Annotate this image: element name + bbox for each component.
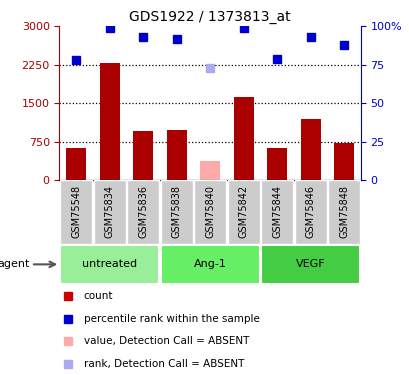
Text: GSM75840: GSM75840	[204, 185, 215, 238]
Bar	[160, 244, 259, 284]
Text: GSM75848: GSM75848	[338, 185, 348, 238]
Bar	[99, 63, 119, 180]
Bar	[200, 160, 220, 180]
Bar	[66, 148, 86, 180]
Bar	[160, 180, 192, 244]
Bar	[294, 180, 326, 244]
Text: GSM75836: GSM75836	[138, 185, 148, 238]
Text: GSM75844: GSM75844	[272, 185, 281, 238]
Bar	[333, 142, 353, 180]
Text: Ang-1: Ang-1	[193, 260, 226, 269]
Bar	[261, 244, 359, 284]
Bar	[266, 148, 286, 180]
Title: GDS1922 / 1373813_at: GDS1922 / 1373813_at	[129, 10, 290, 24]
Text: GSM75834: GSM75834	[104, 185, 115, 238]
Bar	[327, 180, 359, 244]
Text: GSM75846: GSM75846	[305, 185, 315, 238]
Bar	[60, 244, 159, 284]
Text: rank, Detection Call = ABSENT: rank, Detection Call = ABSENT	[83, 359, 243, 369]
Text: agent: agent	[0, 260, 29, 269]
Text: percentile rank within the sample: percentile rank within the sample	[83, 314, 259, 324]
Bar	[60, 180, 92, 244]
Bar	[233, 98, 253, 180]
Bar	[93, 180, 126, 244]
Bar	[193, 180, 226, 244]
Bar	[261, 180, 292, 244]
Text: GSM75842: GSM75842	[238, 185, 248, 238]
Text: value, Detection Call = ABSENT: value, Detection Call = ABSENT	[83, 336, 248, 346]
Text: untreated: untreated	[82, 260, 137, 269]
Text: VEGF: VEGF	[295, 260, 325, 269]
Bar	[127, 180, 159, 244]
Bar	[166, 130, 186, 180]
Text: GSM75548: GSM75548	[71, 185, 81, 238]
Bar	[133, 131, 153, 180]
Bar	[227, 180, 259, 244]
Bar	[300, 118, 320, 180]
Text: GSM75838: GSM75838	[171, 185, 181, 238]
Text: count: count	[83, 291, 113, 301]
